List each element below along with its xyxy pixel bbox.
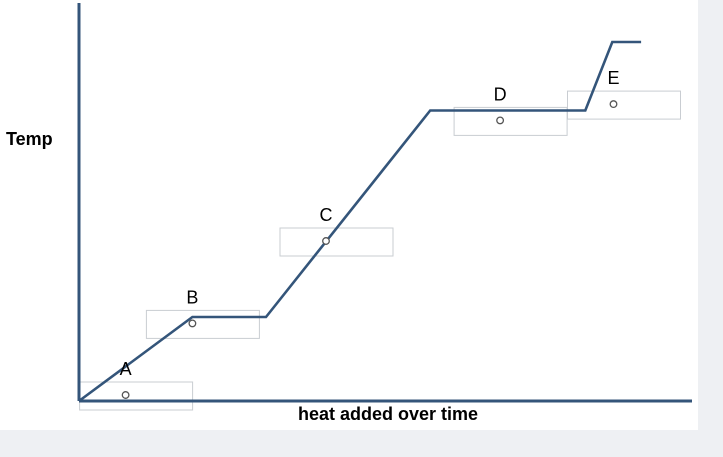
- point-label-c: C: [320, 205, 333, 225]
- point-label-e: E: [607, 68, 619, 88]
- point-marker-e[interactable]: [609, 100, 618, 109]
- chart-canvas: A B C D E Temp heat added over time: [0, 0, 698, 430]
- drop-zone-e[interactable]: [567, 90, 681, 120]
- point-label-a: A: [120, 359, 132, 379]
- point-marker-b[interactable]: [188, 319, 197, 328]
- point-labels: A B C D E: [120, 68, 620, 379]
- point-marker-d[interactable]: [496, 116, 505, 125]
- series-line-heating-curve: [78, 40, 642, 403]
- point-label-d: D: [494, 84, 507, 104]
- x-axis-label: heat added over time: [298, 404, 478, 424]
- drop-zone-d[interactable]: [453, 106, 568, 136]
- point-label-b: B: [186, 287, 198, 307]
- phase-change-chart: A B C D E Temp heat added over time: [6, 3, 692, 424]
- point-marker-c[interactable]: [322, 237, 330, 245]
- y-axis-label: Temp: [6, 129, 53, 149]
- drop-zone-a[interactable]: [79, 381, 194, 411]
- drop-zone-c[interactable]: [279, 227, 394, 257]
- drop-zone-b[interactable]: [145, 309, 260, 339]
- point-markers: [121, 100, 618, 399]
- point-marker-a[interactable]: [121, 391, 130, 399]
- drop-zones: [79, 90, 681, 411]
